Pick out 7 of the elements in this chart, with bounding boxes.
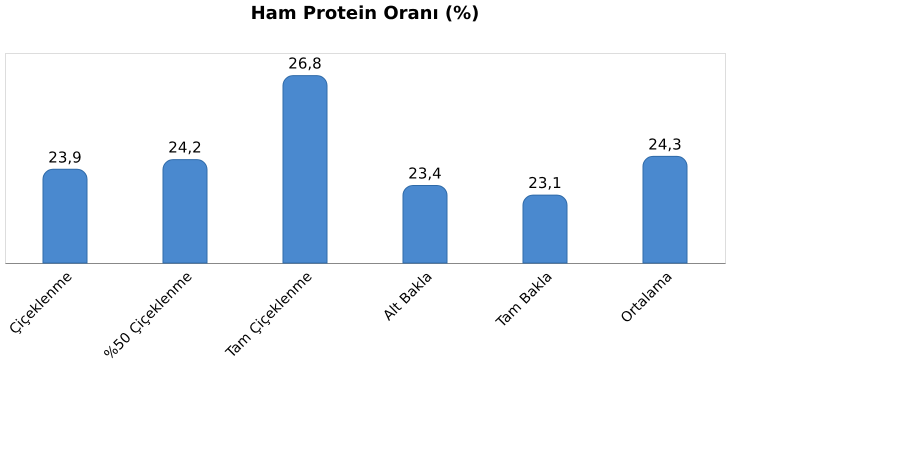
data-label: 23,1 — [528, 174, 562, 192]
data-label: 24,3 — [648, 135, 682, 154]
data-label: 24,2 — [168, 138, 202, 157]
data-label: 23,9 — [48, 148, 82, 166]
chart-title: Ham Protein Oranı (%) — [250, 3, 480, 24]
data-label: 23,4 — [408, 164, 442, 182]
data-label: 26,8 — [288, 54, 322, 73]
